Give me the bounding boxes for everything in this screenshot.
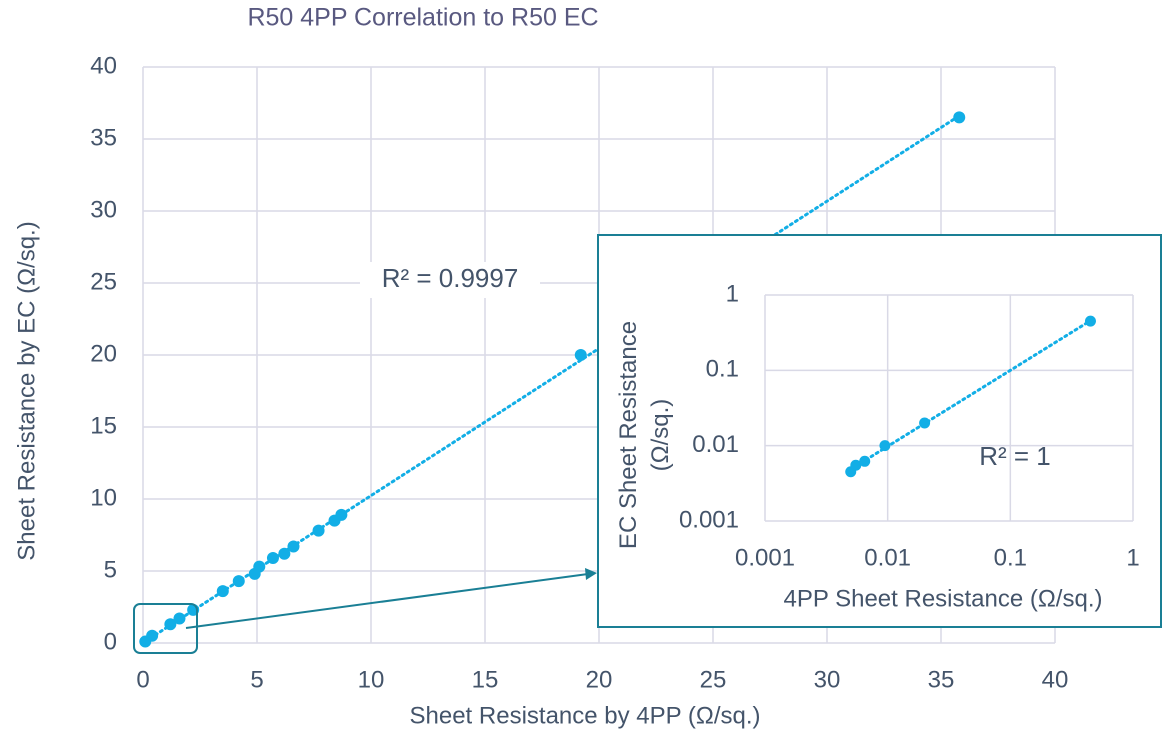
data-point bbox=[164, 618, 177, 631]
x-tick-label: 0.1 bbox=[994, 544, 1027, 571]
x-tick-label: 30 bbox=[814, 666, 841, 693]
zoom-box bbox=[133, 603, 198, 654]
x-tick-label: 0.01 bbox=[864, 544, 911, 571]
x-tick-label: 20 bbox=[586, 666, 613, 693]
x-tick-label: 5 bbox=[250, 666, 263, 693]
inset-chart: 0.001 0.01 0.1 1 0.001 0.01 0.1 1 4PP Sheet Resi… bbox=[615, 280, 1139, 612]
data-point bbox=[232, 575, 245, 588]
x-axis-label: 4PP Sheet Resistance (Ω/sq.) bbox=[784, 585, 1103, 612]
annotation-bg bbox=[360, 262, 540, 298]
y-tick-label: 10 bbox=[90, 484, 117, 511]
data-point bbox=[216, 585, 229, 598]
y-tick-label: 15 bbox=[90, 412, 117, 439]
y-tick-label: 0 bbox=[104, 628, 117, 655]
data-point bbox=[1084, 315, 1096, 327]
x-tick-label: 1 bbox=[1126, 544, 1139, 571]
chart-title: R50 4PP Correlation to R50 EC bbox=[247, 4, 598, 32]
annotation: R² = 0.9997 bbox=[382, 263, 519, 293]
y-tick-label: 1 bbox=[726, 280, 739, 307]
zoom-arrow bbox=[185, 573, 589, 629]
y-tick-label: 0.1 bbox=[706, 356, 739, 383]
data-point bbox=[879, 440, 891, 452]
y-tick-label: 0.01 bbox=[692, 431, 739, 458]
x-tick-label: 35 bbox=[928, 666, 955, 693]
data-point bbox=[953, 111, 966, 124]
data-point bbox=[919, 417, 931, 429]
x-tick-label: 0.001 bbox=[735, 544, 795, 571]
data-point bbox=[173, 612, 186, 625]
x-tick-label: 0 bbox=[136, 666, 149, 693]
y-tick-label: 40 bbox=[90, 52, 117, 79]
data-point bbox=[335, 508, 348, 521]
data-point bbox=[278, 547, 291, 560]
y-axis-label-line: (Ω/sq.) bbox=[647, 399, 674, 472]
arrow-head bbox=[585, 568, 597, 580]
y-tick-label: 30 bbox=[90, 196, 117, 223]
y-tick-label: 25 bbox=[90, 268, 117, 295]
y-axis-label: Sheet Resistance by EC (Ω/sq.) bbox=[13, 221, 40, 560]
data-point bbox=[312, 524, 325, 537]
trendline bbox=[849, 319, 1092, 471]
inset-frame bbox=[597, 234, 1162, 628]
data-point bbox=[574, 349, 587, 361]
x-tick-label: 25 bbox=[700, 666, 727, 693]
data-point bbox=[287, 540, 300, 553]
annotation: R² = 1 bbox=[979, 441, 1051, 471]
data-point bbox=[253, 560, 266, 573]
x-axis-label: Sheet Resistance by 4PP (Ω/sq.) bbox=[410, 702, 761, 729]
x-tick-label: 40 bbox=[1042, 666, 1069, 693]
x-tick-label: 10 bbox=[358, 666, 385, 693]
data-point bbox=[850, 459, 862, 471]
data-point bbox=[146, 629, 159, 642]
x-tick-label: 15 bbox=[472, 666, 499, 693]
y-tick-label: 35 bbox=[90, 124, 117, 151]
y-axis-label: EC Sheet Resistance (Ω/sq.) bbox=[615, 321, 674, 549]
y-tick-label: 20 bbox=[90, 340, 117, 367]
y-tick-label: 0.001 bbox=[679, 506, 739, 533]
y-axis-label-line: EC Sheet Resistance bbox=[615, 321, 642, 549]
data-point bbox=[266, 552, 279, 565]
y-tick-label: 5 bbox=[104, 556, 117, 583]
data-point bbox=[859, 455, 871, 467]
